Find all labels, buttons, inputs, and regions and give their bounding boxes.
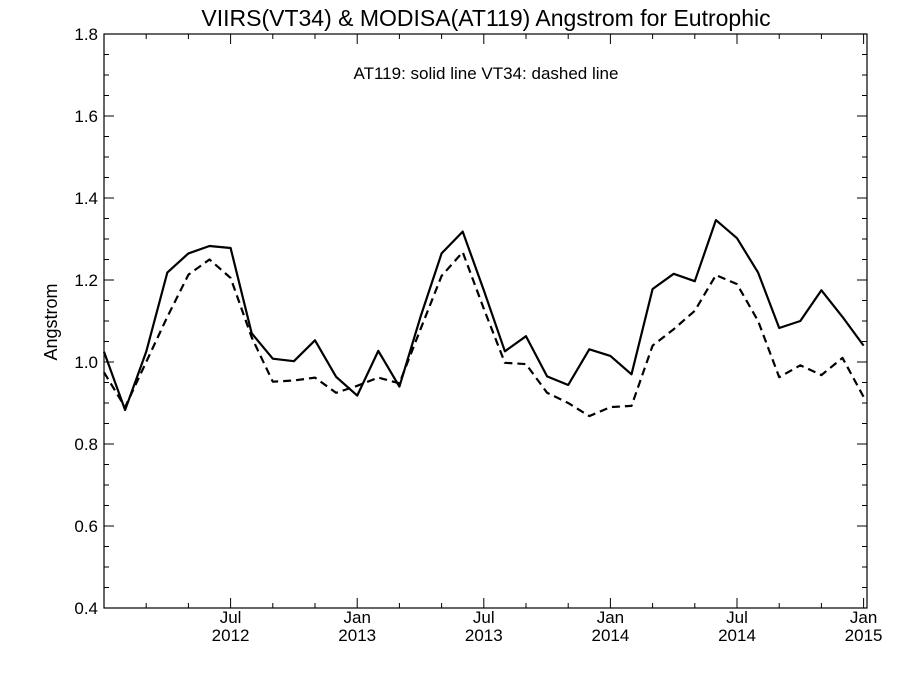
legend-annotation: AT119: solid line VT34: dashed line bbox=[354, 64, 619, 83]
y-tick-label: 1.6 bbox=[74, 107, 98, 126]
x-tick-month-label: Jan bbox=[343, 608, 370, 627]
y-tick-label: 1.0 bbox=[74, 353, 98, 372]
y-tick-label: 0.4 bbox=[74, 599, 98, 618]
x-tick-month-label: Jul bbox=[726, 608, 748, 627]
series-line-vt34 bbox=[103, 251, 865, 418]
y-tick-label: 1.8 bbox=[74, 25, 98, 44]
axis-ticks bbox=[103, 33, 867, 609]
x-tick-year-label: 2014 bbox=[591, 626, 629, 645]
x-tick-month-label: Jan bbox=[597, 608, 624, 627]
y-tick-label: 0.6 bbox=[74, 517, 98, 536]
x-tick-year-label: 2013 bbox=[465, 626, 503, 645]
chart-title: VIIRS(VT34) & MODISA(AT119) Angstrom for… bbox=[201, 5, 770, 31]
x-tick-year-label: 2015 bbox=[845, 626, 883, 645]
x-tick-month-label: Jan bbox=[850, 608, 877, 627]
x-tick-year-label: 2012 bbox=[212, 626, 250, 645]
x-tick-month-label: Jul bbox=[220, 608, 242, 627]
tick-labels: 0.40.60.81.01.21.41.61.8Jul2012Jan2013Ju… bbox=[74, 25, 882, 645]
y-tick-label: 1.4 bbox=[74, 189, 98, 208]
series-group bbox=[102, 219, 865, 418]
series-line-at119 bbox=[102, 219, 865, 412]
y-axis-label: Angstrom bbox=[41, 283, 61, 360]
x-tick-year-label: 2013 bbox=[338, 626, 376, 645]
y-tick-label: 0.8 bbox=[74, 435, 98, 454]
x-tick-month-label: Jul bbox=[473, 608, 495, 627]
plot-frame bbox=[103, 33, 868, 609]
y-tick-label: 1.2 bbox=[74, 271, 98, 290]
x-tick-year-label: 2014 bbox=[718, 626, 756, 645]
